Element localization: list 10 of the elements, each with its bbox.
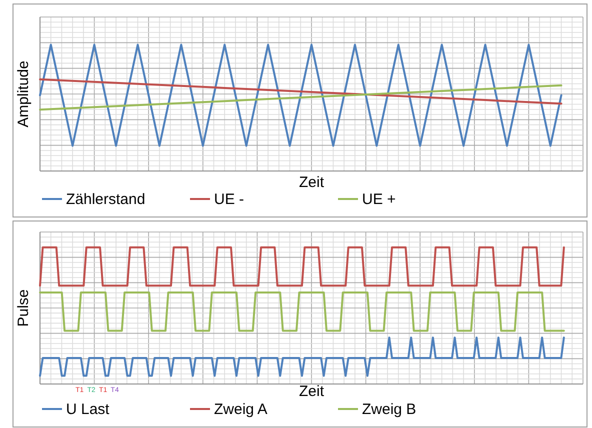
legend-label: Zweig A (214, 401, 268, 418)
legend-label: UE - (214, 191, 244, 208)
x-axis-title: Zeit (298, 383, 325, 400)
y-axis-title: Pulse (15, 289, 32, 327)
legend-label: Zweig B (362, 401, 416, 418)
legend-label: U Last (66, 401, 110, 418)
x-axis-title: Zeit (298, 174, 325, 191)
legend-label: Zählerstand (66, 191, 146, 208)
legend-label: UE + (362, 191, 396, 208)
y-axis-title: Amplitude (15, 60, 32, 128)
